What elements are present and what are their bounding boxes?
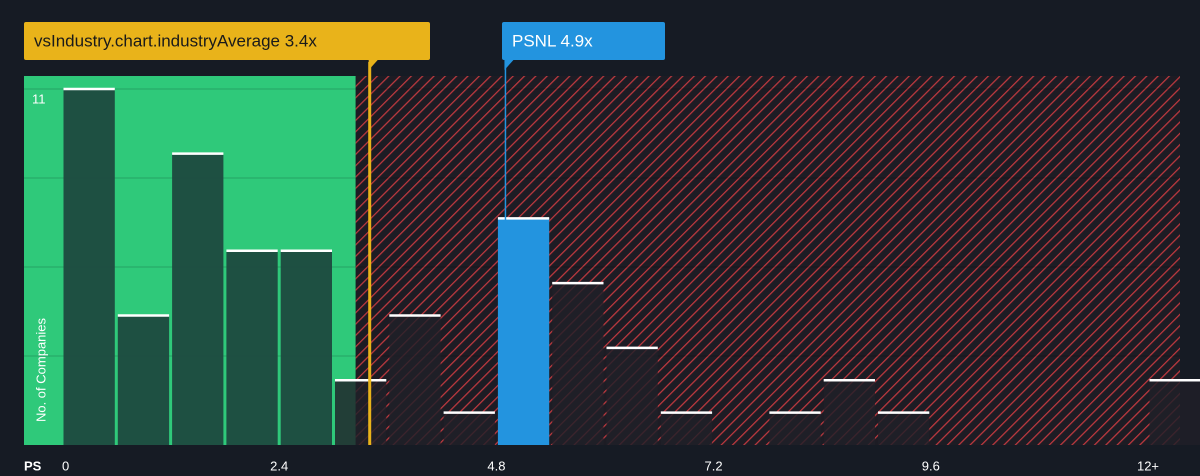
bar — [335, 380, 387, 445]
annotation-pointer — [368, 60, 378, 70]
annotation-box — [24, 22, 430, 60]
bar — [606, 347, 658, 445]
x-tick-label: 4.8 — [487, 458, 505, 473]
x-tick-label: 2.4 — [270, 458, 288, 473]
annotation-text: vsIndustry.chart.industryAverage 3.4x — [34, 31, 317, 50]
bar — [552, 283, 604, 445]
bar — [226, 250, 278, 445]
bar — [172, 153, 224, 445]
x-tick-label: 9.6 — [922, 458, 940, 473]
bar — [1149, 380, 1200, 445]
bar — [63, 88, 115, 446]
marks: vsIndustry.chart.industryAverage 3.4x PSN… — [24, 22, 1200, 446]
x-tick-label: 12+ — [1137, 458, 1159, 473]
bar — [497, 218, 550, 445]
bar — [443, 412, 495, 445]
background — [24, 76, 1180, 445]
x-axis-label: PS — [24, 458, 42, 473]
above-average-zone — [355, 76, 1180, 445]
bar — [280, 250, 332, 445]
bar — [660, 412, 713, 445]
y-tick-label: 11 — [32, 91, 46, 106]
bar — [769, 412, 821, 445]
bar — [117, 315, 170, 445]
bar — [823, 380, 875, 445]
x-tick-label: 0 — [62, 458, 69, 473]
bar — [878, 412, 930, 445]
annotation-pointer — [504, 60, 514, 70]
y-axis-label: No. of Companies — [33, 317, 48, 422]
annotation-box — [502, 22, 665, 60]
x-tick-label: 7.2 — [705, 458, 723, 473]
bar — [389, 315, 441, 445]
annotation-text: PSNL 4.9x — [512, 31, 593, 50]
